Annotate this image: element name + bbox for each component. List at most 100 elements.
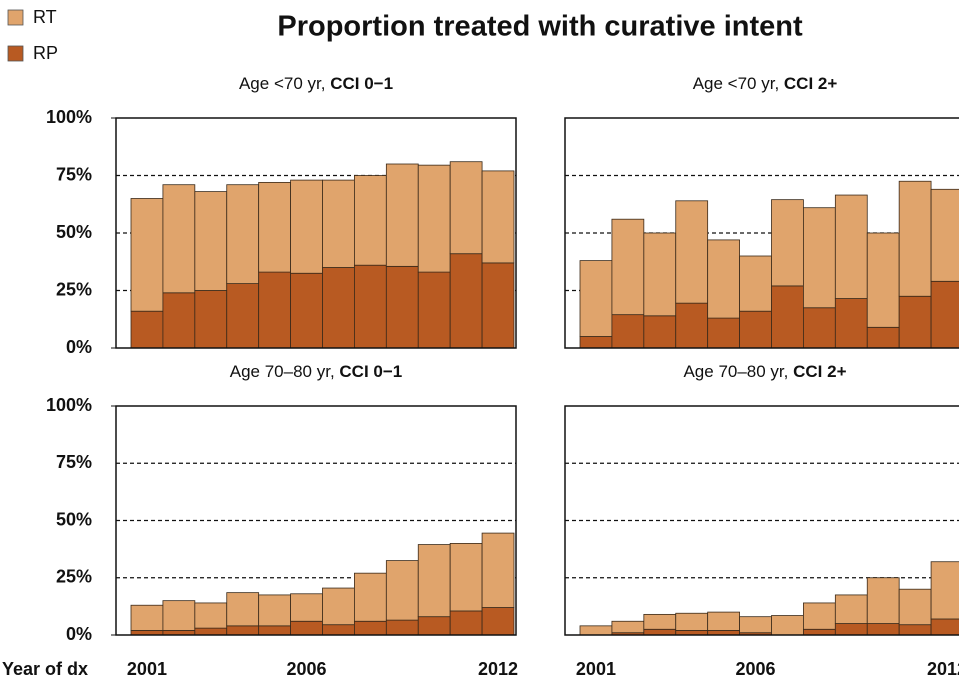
bar-segment <box>322 587 355 626</box>
panel-group: CCI 0−1 <box>330 74 393 93</box>
bar-segment <box>226 625 260 636</box>
x-tick-label: 2012 <box>478 659 518 679</box>
bar-segment <box>675 302 709 349</box>
bar-segment <box>226 592 260 627</box>
bar-segment <box>866 232 900 328</box>
bar-segment <box>290 593 323 622</box>
y-tick-label: 75% <box>56 164 92 184</box>
x-tick-label: 2001 <box>127 659 167 679</box>
panel-title: Age <70 yr, CCI 0−1 <box>239 74 393 93</box>
x-tick-label: 2012 <box>927 659 959 679</box>
y-tick-label: 100% <box>46 107 92 127</box>
bar-segment <box>803 207 836 309</box>
bar-segment <box>226 184 260 284</box>
bar-segment <box>354 572 387 622</box>
bar-segment <box>354 175 387 266</box>
bar-segment <box>449 543 483 612</box>
panel-group: CCI 0−1 <box>339 362 402 381</box>
bar-segment <box>194 627 228 636</box>
bar-segment <box>611 620 645 634</box>
bar-segment <box>194 602 228 629</box>
bar-segment <box>643 613 677 630</box>
panel-title: Age 70–80 yr, CCI 0−1 <box>230 362 403 381</box>
y-tick-label: 25% <box>56 279 92 299</box>
bar-segment <box>385 619 419 636</box>
x-tick-label: 2001 <box>576 659 616 679</box>
bar-segment <box>385 163 419 267</box>
bar-segment <box>643 315 677 349</box>
bar-segment <box>385 265 419 349</box>
bar-segment <box>707 239 740 319</box>
bar-segment <box>898 588 932 626</box>
bar-segment <box>611 218 645 316</box>
bar-segment <box>322 267 355 349</box>
legend-swatch <box>7 45 24 62</box>
bar-segment <box>675 612 709 631</box>
bar-segment <box>194 191 228 291</box>
bar-segment <box>930 188 959 282</box>
legend-swatch <box>7 9 24 26</box>
bar-segment <box>579 625 613 636</box>
y-tick-label: 100% <box>46 395 92 415</box>
bar-segment <box>162 600 196 631</box>
y-tick-label: 50% <box>56 509 92 529</box>
bar-segment <box>771 285 804 349</box>
panel-group: CCI 2+ <box>793 362 846 381</box>
bar-segment <box>898 624 932 636</box>
y-tick-label: 25% <box>56 567 92 587</box>
bar-segment <box>898 180 932 297</box>
bar-segment <box>258 271 291 349</box>
bar-segment <box>739 616 772 634</box>
bar-segment <box>194 290 228 349</box>
bar-segment <box>290 272 323 349</box>
bar-segment <box>385 560 419 621</box>
plot-frame <box>115 405 517 636</box>
bar-segment <box>130 310 164 349</box>
panel-subtitle: Age 70–80 yr, <box>683 362 788 381</box>
y-tick-label: 50% <box>56 222 92 242</box>
bar-segment <box>803 602 836 630</box>
panel-subtitle: Age 70–80 yr, <box>230 362 335 381</box>
bar-segment <box>579 336 613 349</box>
bar-segment <box>449 253 483 349</box>
bar-segment <box>707 317 740 349</box>
y-tick-label: 0% <box>66 624 92 644</box>
bar-segment <box>417 164 451 273</box>
panel-subtitle: Age <70 yr, <box>693 74 779 93</box>
legend-label: RT <box>33 7 57 27</box>
x-tick-label: 2006 <box>287 659 327 679</box>
bar-segment <box>417 616 451 636</box>
bar-segment <box>290 620 323 636</box>
y-tick-label: 0% <box>66 337 92 357</box>
bar-segment <box>834 623 868 636</box>
plot-frame <box>564 117 959 349</box>
y-tick-label: 75% <box>56 452 92 472</box>
bar-segment <box>130 198 164 312</box>
bar-segment <box>643 232 677 317</box>
figure-title: Proportion treated with curative intent <box>277 11 803 43</box>
bar-segment <box>611 314 645 349</box>
bar-segment <box>834 594 868 624</box>
bar-segment <box>930 561 959 620</box>
bar-segment <box>898 295 932 349</box>
bar-segment <box>643 628 677 636</box>
bar-segment <box>322 624 355 636</box>
x-axis-label: Year of dx <box>2 659 88 679</box>
bar-segment <box>130 604 164 631</box>
panel-title: Age 70–80 yr, CCI 2+ <box>683 362 846 381</box>
bar-segment <box>258 625 291 636</box>
bar-segment <box>803 628 836 636</box>
plot-frame <box>564 405 959 636</box>
bar-segment <box>481 607 515 636</box>
bar-segment <box>354 264 387 349</box>
bar-segment <box>930 280 959 349</box>
bar-segment <box>834 194 868 299</box>
bar-segment <box>481 170 515 264</box>
bar-segment <box>579 260 613 337</box>
bar-segment <box>739 310 772 349</box>
bar-segment <box>675 200 709 304</box>
bar-segment <box>866 326 900 349</box>
panel-title: Age <70 yr, CCI 2+ <box>693 74 838 93</box>
